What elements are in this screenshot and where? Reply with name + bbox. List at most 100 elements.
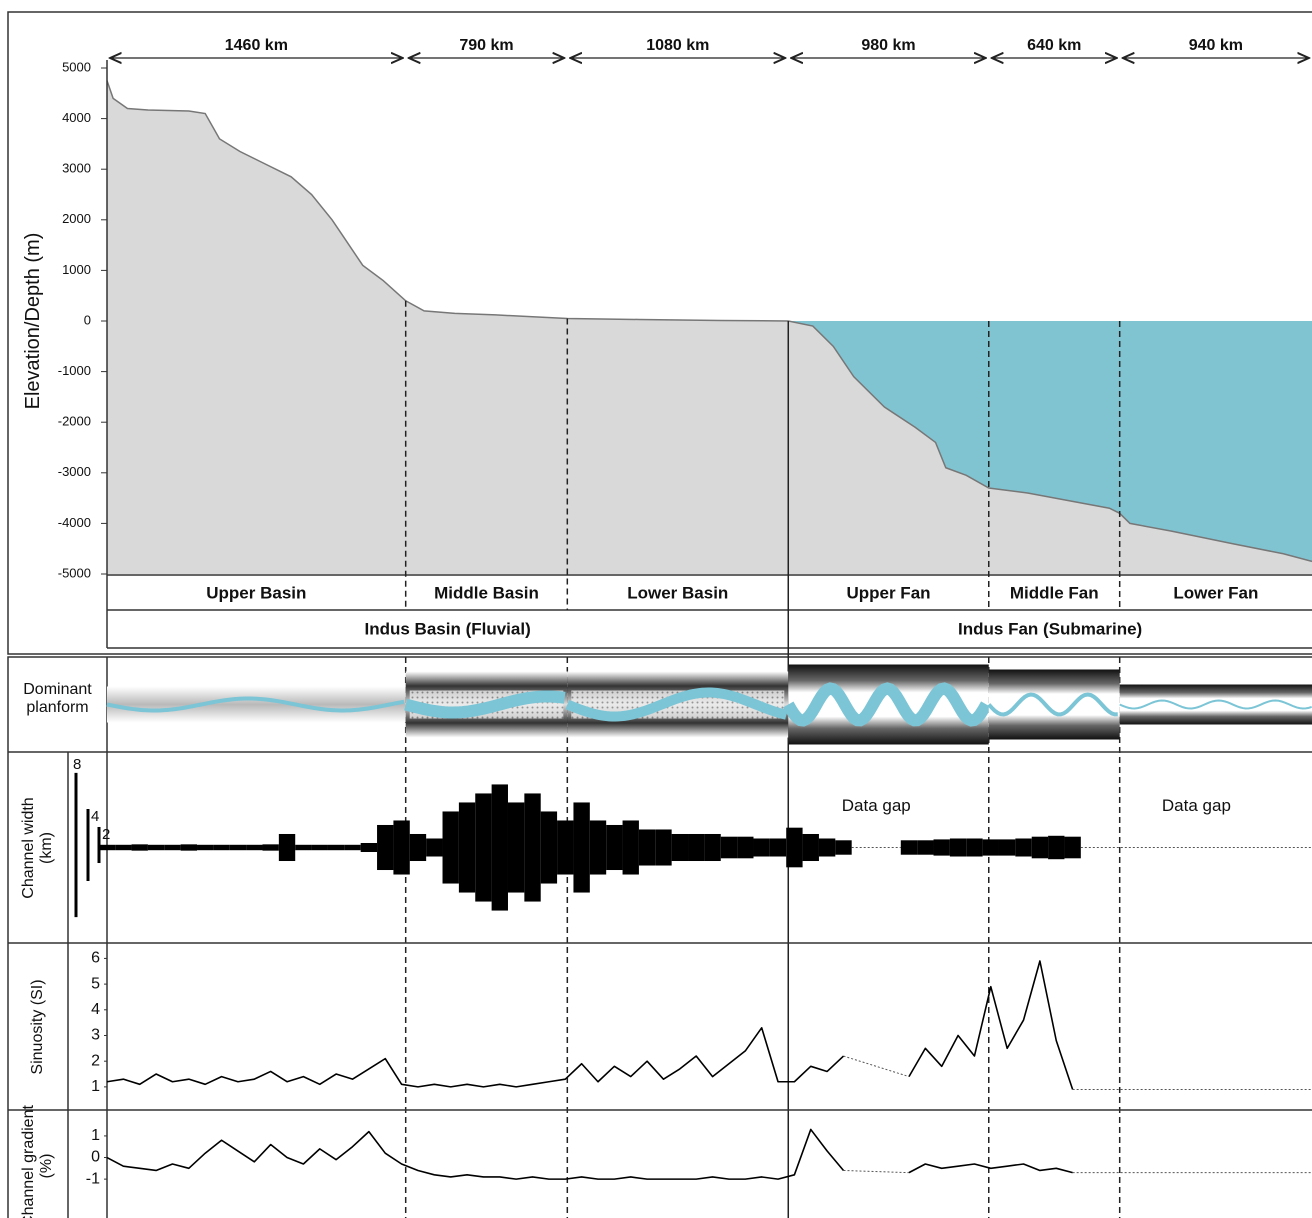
y-tick-label: 1 bbox=[91, 1078, 100, 1095]
width-bar bbox=[311, 844, 328, 851]
y-axis-label: Elevation/Depth (m) bbox=[21, 232, 44, 410]
data-gap-label: Data gap bbox=[841, 796, 911, 815]
y-tick-label: 4 bbox=[91, 1001, 100, 1018]
width-bar bbox=[246, 844, 263, 851]
y-tick-label: 5 bbox=[91, 975, 100, 992]
width-bar bbox=[295, 844, 312, 851]
y-tick-label: 1000 bbox=[62, 262, 91, 277]
y-tick-label: -2000 bbox=[58, 414, 91, 429]
width-bar bbox=[802, 833, 819, 862]
width-bar bbox=[655, 829, 672, 866]
y-tick-label: 2 bbox=[91, 1052, 100, 1069]
planform-channel bbox=[783, 682, 992, 727]
segment-length: 640 km bbox=[1027, 37, 1081, 54]
y-tick-label: 4000 bbox=[62, 110, 91, 125]
width-bar bbox=[622, 820, 639, 875]
gap-line bbox=[843, 1169, 909, 1174]
width-bar bbox=[982, 839, 999, 856]
zone-label: Upper Basin bbox=[206, 583, 306, 602]
width-bar bbox=[327, 844, 345, 851]
top-frame bbox=[7, 11, 1312, 655]
width-bar bbox=[393, 820, 410, 875]
y-tick-label: 5000 bbox=[62, 59, 91, 74]
width-bar bbox=[737, 836, 754, 859]
y-tick-label: 0 bbox=[91, 1149, 100, 1166]
width-bar bbox=[1064, 836, 1081, 859]
panel-label: Dominant planform bbox=[23, 681, 92, 716]
planform-channel bbox=[565, 687, 788, 722]
width-bar bbox=[557, 820, 574, 875]
y-tick-label: 6 bbox=[91, 950, 100, 967]
segment-length: 1080 km bbox=[646, 37, 709, 54]
zone-label: Lower Fan bbox=[1173, 583, 1258, 602]
y-tick-label: -5000 bbox=[58, 565, 91, 580]
zone-label: Lower Basin bbox=[627, 583, 728, 602]
segment-length: 1460 km bbox=[225, 37, 288, 54]
width-bar bbox=[573, 802, 590, 893]
width-bar bbox=[606, 824, 623, 871]
width-bar bbox=[131, 844, 148, 851]
width-bar bbox=[704, 833, 721, 862]
width-bar bbox=[949, 838, 967, 857]
width-bar bbox=[147, 844, 165, 851]
width-bar bbox=[491, 784, 508, 911]
width-bar bbox=[638, 829, 656, 866]
width-bar bbox=[262, 844, 279, 851]
zone-label: Middle Fan bbox=[1010, 583, 1099, 602]
width-bar bbox=[458, 802, 476, 893]
bottom-frame bbox=[7, 656, 1312, 1218]
width-bar bbox=[507, 802, 525, 893]
y-tick-label: 0 bbox=[84, 312, 91, 327]
width-bar bbox=[442, 811, 459, 884]
y-tick-label: 3 bbox=[91, 1027, 100, 1044]
panel-label: Channel width (km) bbox=[20, 797, 55, 899]
scale-bar-label: 2 bbox=[102, 826, 110, 843]
y-tick-label: 3000 bbox=[62, 161, 91, 176]
planform-channel bbox=[106, 696, 405, 713]
data-gap-label: Data gap bbox=[1161, 796, 1231, 815]
width-bar bbox=[229, 844, 247, 851]
planform-band bbox=[107, 686, 406, 723]
width-bar bbox=[164, 844, 181, 851]
width-bar bbox=[197, 844, 214, 851]
width-bar bbox=[409, 833, 427, 862]
width-bar bbox=[1048, 835, 1065, 860]
width-bar bbox=[671, 833, 689, 862]
width-bar bbox=[589, 820, 607, 875]
data-line bbox=[106, 1128, 1073, 1180]
zone-label: Upper Fan bbox=[846, 583, 930, 602]
width-bar bbox=[360, 842, 378, 853]
group-label: Indus Fan (Submarine) bbox=[958, 619, 1142, 638]
gap-line bbox=[843, 1055, 910, 1078]
width-bar bbox=[98, 844, 116, 851]
width-bar bbox=[900, 840, 918, 855]
width-bar bbox=[1031, 836, 1049, 859]
width-bar bbox=[540, 811, 558, 884]
y-tick-label: 1 bbox=[91, 1127, 100, 1144]
width-bar bbox=[835, 840, 852, 855]
width-bar bbox=[786, 827, 803, 868]
width-bar bbox=[1015, 838, 1032, 857]
y-tick-label: -1000 bbox=[58, 363, 91, 378]
width-bar bbox=[180, 844, 198, 851]
width-bar bbox=[917, 840, 934, 855]
width-bar bbox=[278, 833, 296, 862]
scale-bar-label: 4 bbox=[91, 808, 99, 825]
planform-channel bbox=[404, 690, 566, 719]
width-bar bbox=[524, 793, 541, 902]
y-tick-label: -4000 bbox=[58, 515, 91, 530]
elevation-line bbox=[106, 80, 1312, 563]
width-bar bbox=[377, 824, 394, 871]
width-bar bbox=[966, 838, 983, 857]
width-bar bbox=[769, 838, 787, 857]
width-bar bbox=[753, 838, 770, 857]
width-bar bbox=[933, 839, 950, 856]
width-bar bbox=[426, 838, 443, 857]
panel-label: Sinuosity (SI) bbox=[29, 979, 47, 1075]
width-bar bbox=[344, 844, 361, 851]
planform-band bbox=[988, 669, 1120, 740]
planform-channel bbox=[1119, 699, 1312, 710]
planform-channel bbox=[987, 692, 1118, 717]
